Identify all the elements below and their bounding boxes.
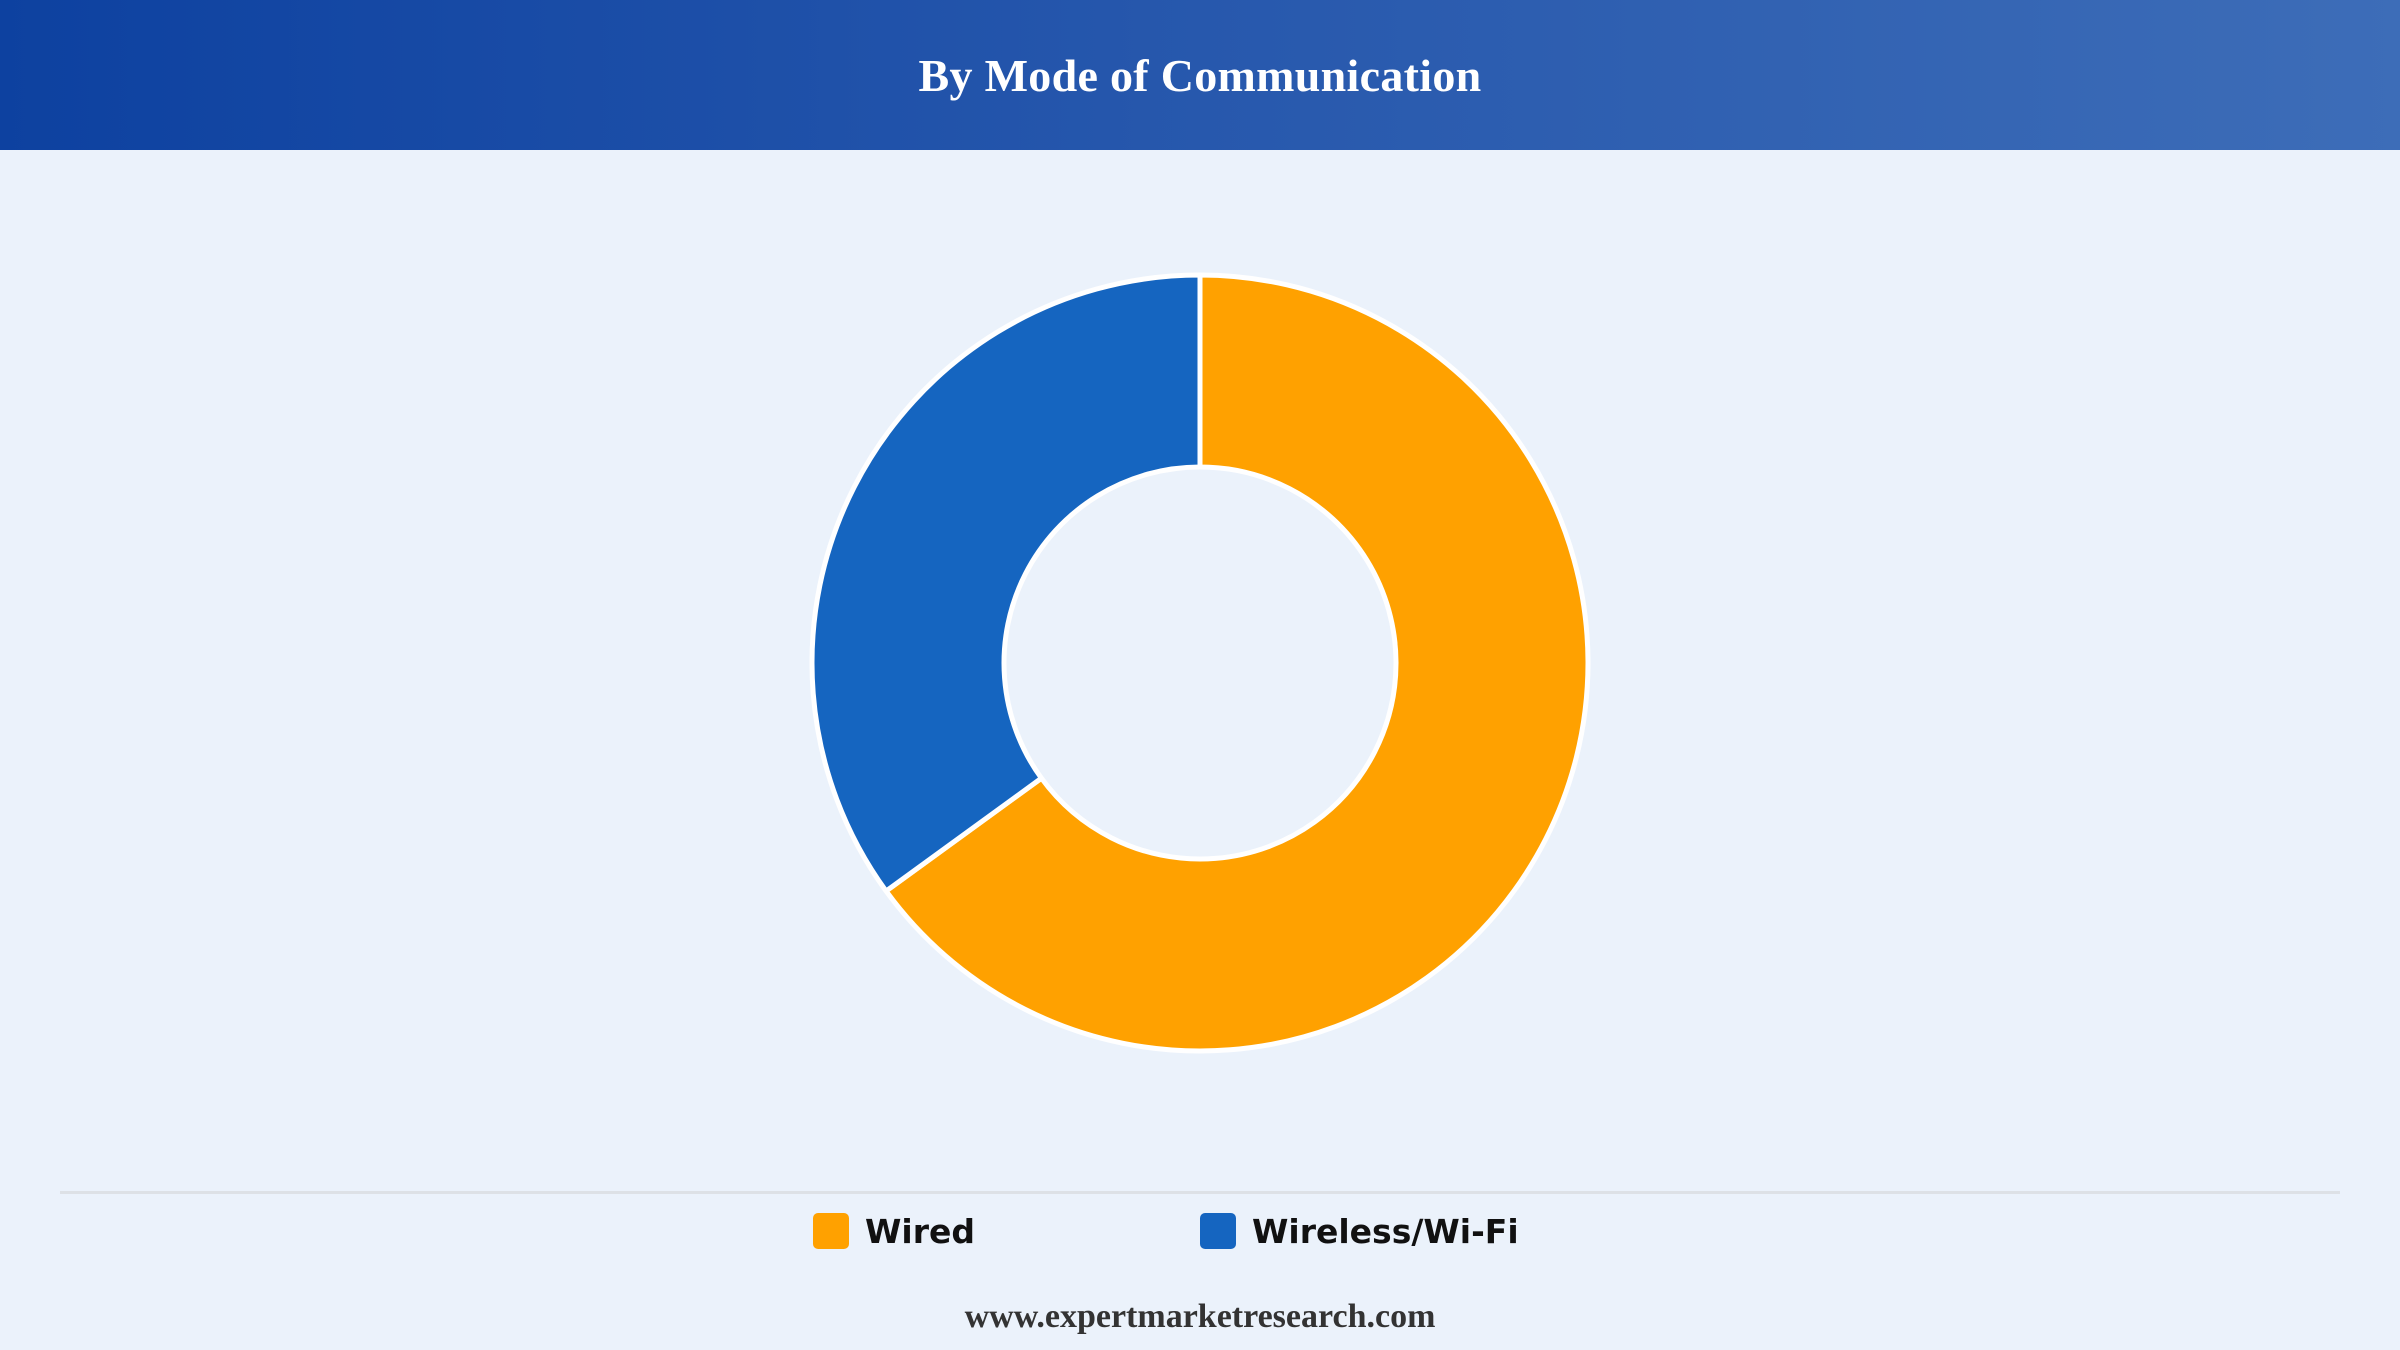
slice-wireless-wi-fi[interactable] [809, 272, 1203, 894]
slice-wired[interactable] [883, 272, 1591, 1054]
legend-item-wired[interactable]: Wired [813, 1208, 975, 1254]
legend-divider [60, 1191, 2340, 1194]
legend-item-wireless[interactable]: Wireless/Wi-Fi [1200, 1208, 1519, 1254]
chart-legend: Wired Wireless/Wi-Fi [0, 1208, 2400, 1254]
header-banner: By Mode of Communication [0, 0, 2400, 150]
legend-swatch-wired [813, 1213, 849, 1249]
legend-swatch-wireless [1200, 1213, 1236, 1249]
legend-label-wireless: Wireless/Wi-Fi [1252, 1211, 1519, 1251]
page-title: By Mode of Communication [918, 49, 1482, 101]
legend-label-wired: Wired [865, 1211, 975, 1251]
donut-slices [809, 272, 1591, 1054]
footer-website: www.expertmarketresearch.com [964, 1298, 1436, 1335]
